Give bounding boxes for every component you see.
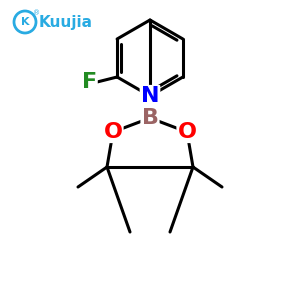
Text: K: K: [21, 17, 29, 27]
Text: B: B: [142, 108, 158, 128]
Text: ®: ®: [33, 10, 40, 16]
Text: O: O: [103, 122, 122, 142]
Text: Kuujia: Kuujia: [39, 14, 93, 29]
Text: O: O: [178, 122, 196, 142]
Text: F: F: [82, 72, 97, 92]
Text: N: N: [141, 86, 159, 106]
